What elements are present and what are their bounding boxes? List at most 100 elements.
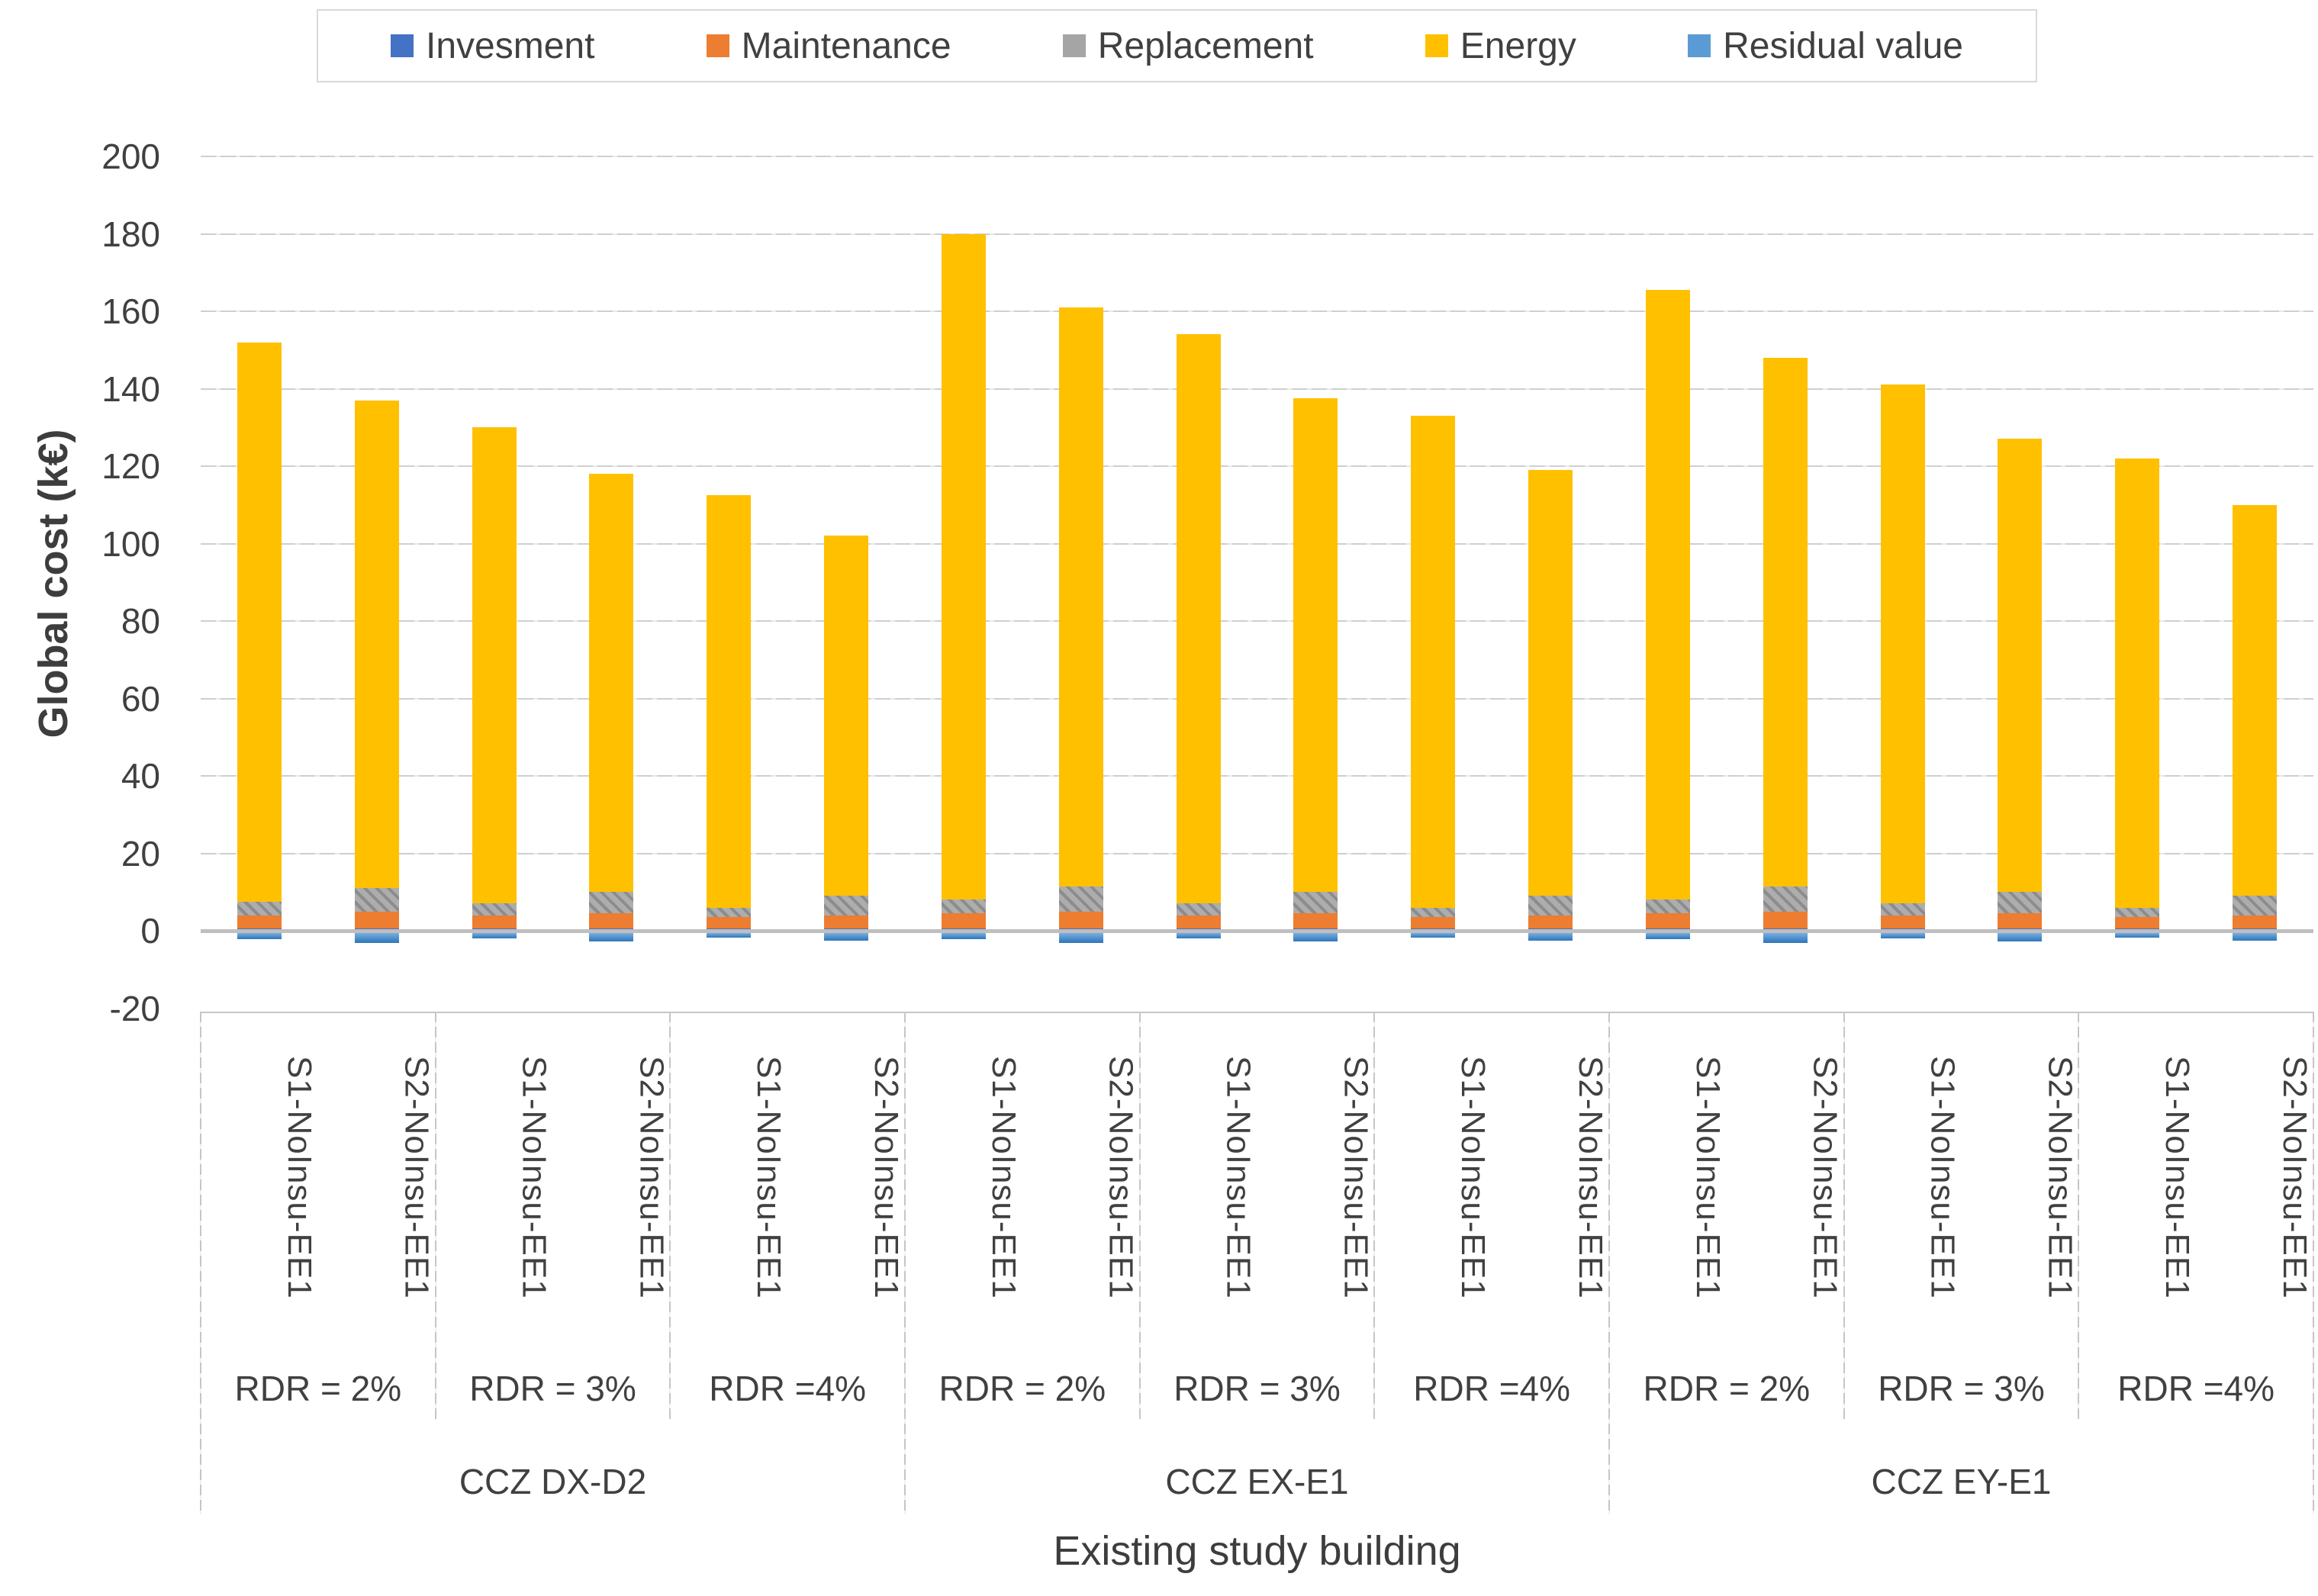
gridline-120 — [201, 465, 2313, 467]
y-tick-label: 160 — [101, 291, 160, 331]
bar-segment-replacement — [707, 907, 752, 918]
bar-segment-energy — [237, 342, 282, 902]
ccz-group-label: CCZ EY-E1 — [1871, 1462, 2052, 1501]
bar-segment-replacement — [354, 888, 399, 912]
category-label: S1-NoInsu-EE1 — [2159, 1055, 2197, 1299]
bar-segment-energy — [472, 427, 517, 904]
rdr-group-label: RDR = 2% — [938, 1369, 1106, 1408]
bar-segment-maintenance — [707, 917, 752, 929]
category-label: S2-NoInsu-EE1 — [1571, 1055, 1609, 1299]
legend-item-energy: Energy — [1425, 25, 1576, 67]
bar-segment-residual-value — [1763, 933, 1808, 943]
category-label: S2-NoInsu-EE1 — [1102, 1055, 1140, 1299]
y-tick-label: 80 — [121, 601, 160, 641]
bar-segment-replacement — [1058, 886, 1103, 912]
subgroup-separator — [669, 1012, 671, 1419]
bar-segment-energy — [1998, 439, 2043, 893]
category-label: S2-NoInsu-EE1 — [1337, 1055, 1375, 1299]
legend-label: Residual value — [1723, 25, 1963, 66]
bar-segment-residual-value — [1176, 933, 1221, 938]
y-tick-label: 120 — [101, 446, 160, 486]
category-label: S1-NoInsu-EE1 — [984, 1055, 1022, 1299]
gridline-140 — [201, 388, 2313, 390]
gridline-60 — [201, 697, 2313, 700]
bar-segment-maintenance — [1176, 915, 1221, 929]
bar-segment-residual-value — [1645, 933, 1690, 939]
category-label: S2-NoInsu-EE1 — [2041, 1055, 2079, 1299]
group-separator — [200, 1012, 201, 1514]
y-tick-label: 200 — [101, 137, 160, 176]
bar-segment-energy — [707, 495, 752, 908]
subgroup-separator — [1138, 1012, 1141, 1419]
legend-label: Maintenance — [741, 25, 951, 66]
bar-segment-replacement — [472, 903, 517, 915]
category-label: S1-NoInsu-EE1 — [1924, 1055, 1962, 1299]
bar-segment-energy — [1880, 385, 1925, 904]
bar-segment-maintenance — [941, 913, 986, 929]
y-tick-label: 180 — [101, 214, 160, 254]
ccz-group-label: CCZ DX-D2 — [459, 1462, 647, 1501]
bar-segment-residual-value — [824, 933, 869, 941]
bar-segment-replacement — [1411, 907, 1456, 918]
category-label: S1-NoInsu-EE1 — [515, 1055, 553, 1299]
bar-segment-replacement — [941, 899, 986, 914]
bar-segment-replacement — [2115, 907, 2160, 918]
rdr-group-label: RDR = 2% — [234, 1369, 402, 1408]
bar-segment-maintenance — [1645, 913, 1690, 929]
bar-segment-maintenance — [2233, 915, 2278, 929]
bar-segment-replacement — [1176, 903, 1221, 915]
energy-swatch-icon — [1425, 34, 1448, 57]
bar-segment-energy — [2115, 458, 2160, 908]
bar-segment-maintenance — [1411, 917, 1456, 929]
gridline-180 — [201, 233, 2313, 235]
x-axis-title: Existing study building — [1053, 1528, 1461, 1574]
bar-segment-maintenance — [1528, 915, 1573, 929]
bar-segment-energy — [589, 474, 634, 893]
subgroup-separator — [1843, 1012, 1845, 1419]
rdr-group-label: RDR =4% — [709, 1369, 867, 1408]
y-tick-label: 0 — [140, 911, 160, 951]
bar-segment-maintenance — [354, 911, 399, 929]
gridline-80 — [201, 620, 2313, 622]
bar-segment-maintenance — [1880, 915, 1925, 929]
legend: Invesment Maintenance Replacement Energy Res… — [317, 9, 2037, 82]
category-label: S1-NoInsu-EE1 — [1454, 1055, 1492, 1299]
category-label: S1-NoInsu-EE1 — [750, 1055, 788, 1299]
bar-segment-residual-value — [354, 933, 399, 943]
group-separator — [2313, 1012, 2314, 1514]
zero-axis-line — [201, 929, 2313, 933]
y-tick-label: 20 — [121, 833, 160, 874]
ccz-group-label: CCZ EX-E1 — [1165, 1462, 1349, 1501]
rdr-group-label: RDR =4% — [2117, 1369, 2275, 1408]
subgroup-separator — [2078, 1012, 2080, 1419]
bar-segment-residual-value — [1880, 933, 1925, 938]
bar-segment-residual-value — [237, 933, 282, 939]
gridline-100 — [201, 542, 2313, 545]
bar-segment-replacement — [2233, 896, 2278, 915]
bar-segment-maintenance — [472, 915, 517, 929]
gridline-160 — [201, 311, 2313, 312]
bar-segment-energy — [1176, 334, 1221, 904]
bar-segment-energy — [941, 233, 986, 900]
bar-segment-residual-value — [1058, 933, 1103, 943]
rdr-group-label: RDR = 3% — [1878, 1369, 2045, 1408]
bar-segment-residual-value — [2115, 933, 2160, 938]
legend-label: Energy — [1460, 25, 1576, 66]
subgroup-separator — [1373, 1012, 1376, 1419]
bar-segment-energy — [1763, 357, 1808, 886]
category-table-top-line — [201, 1012, 2313, 1013]
category-label: S1-NoInsu-EE1 — [1689, 1055, 1727, 1299]
bar-segment-maintenance — [1998, 913, 2043, 929]
bar-segment-maintenance — [589, 913, 634, 929]
bar-segment-replacement — [1998, 892, 2043, 914]
legend-label: Invesment — [426, 25, 595, 66]
bar-segment-replacement — [237, 901, 282, 915]
category-label: S2-NoInsu-EE1 — [2275, 1055, 2313, 1299]
bar-segment-replacement — [589, 892, 634, 914]
bar-segment-energy — [1528, 470, 1573, 896]
bar-segment-replacement — [1763, 886, 1808, 912]
rdr-group-label: RDR = 2% — [1643, 1369, 1811, 1408]
bar-segment-replacement — [1880, 903, 1925, 915]
bar-segment-energy — [1411, 416, 1456, 908]
